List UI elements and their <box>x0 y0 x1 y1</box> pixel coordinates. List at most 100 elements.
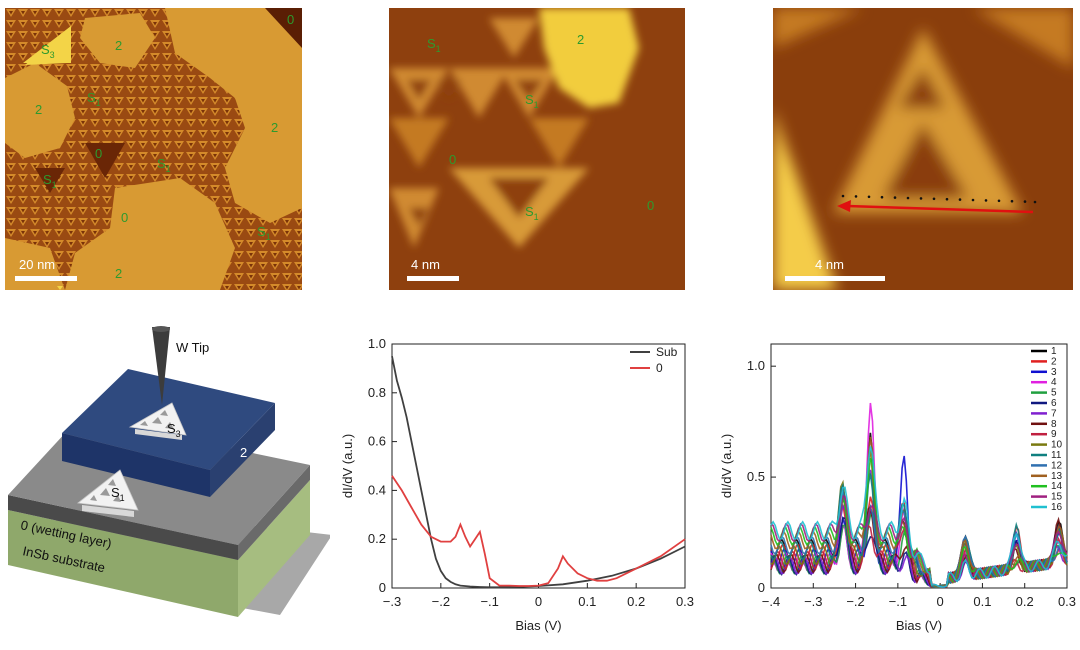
stm1-label-6: 0 <box>95 146 102 161</box>
layer2-side <box>210 403 275 497</box>
stm2-label-2: S1 <box>525 92 539 110</box>
chart2-legend-label: 1 <box>1051 346 1057 357</box>
linecut-dots <box>841 194 1037 204</box>
stm-image-large-area: S3 2 0 2 S1 2 0 S1 S1 0 S1 2 20 nm <box>5 8 302 290</box>
chart2-legend-label: 14 <box>1051 481 1063 492</box>
stm1-label-11: 2 <box>115 266 122 281</box>
chart1-x-tick-label: 0.2 <box>627 594 645 609</box>
arrow-head-icon <box>837 200 851 212</box>
scale-bar <box>785 276 885 281</box>
chart2-x-tick-label: 0 <box>937 594 944 609</box>
wetting-front <box>8 495 238 560</box>
chart2-y-tick-label: 0.5 <box>747 469 765 484</box>
chart-linecut-spectra: −.4 −.3 −.2 −.1 0 0.1 0.2 0.3 0 0.5 1.0 Bias (V) dI/… <box>705 330 1080 645</box>
stm1-label-7: S1 <box>157 156 171 174</box>
w-tip-label: W Tip <box>176 340 209 355</box>
chart1-y-tick-label: 0.2 <box>368 531 386 546</box>
stm2-label-3: 0 <box>449 152 456 167</box>
stm-image-zoom-2: 4 nm <box>773 8 1073 290</box>
chart2-x-tick-label: −.1 <box>889 594 907 609</box>
chart1-plot-frame <box>391 343 686 589</box>
chart1-x-tick-label: 0.3 <box>676 594 694 609</box>
chart1-x-tick-label: 0 <box>535 594 542 609</box>
stm1-label-5: 2 <box>271 120 278 135</box>
stm1-label-9: 0 <box>121 210 128 225</box>
chart2-plot-frame <box>770 343 1068 589</box>
wetting-side <box>238 465 310 560</box>
chart2-legend-label: 13 <box>1051 471 1063 482</box>
layer2-label: 2 <box>240 445 247 460</box>
stm2-label-1: 2 <box>577 32 584 47</box>
chart2-series-13 <box>770 436 1068 588</box>
chart2-legend-label: 3 <box>1051 367 1057 378</box>
chart2-y-tick-label: 1.0 <box>747 358 765 373</box>
chart2-legend-label: 16 <box>1051 502 1063 513</box>
chart2-y-axis-label: dI/dV (a.u.) <box>719 434 734 498</box>
s1-triangle <box>76 469 139 517</box>
scale-bar-label: 20 nm <box>19 257 55 272</box>
chart1-y-tick-label: 0.8 <box>368 385 386 400</box>
chart1-y-tick-label: 0.4 <box>368 482 386 497</box>
chart2-legend-label: 7 <box>1051 408 1057 419</box>
chart1-x-tick-label: −.3 <box>383 594 401 609</box>
chart1-y-tick-label: 1.0 <box>368 336 386 351</box>
chart1-y-axis-label: dI/dV (a.u.) <box>340 434 355 498</box>
w-tip-icon <box>152 326 170 405</box>
substrate-side <box>238 480 310 617</box>
chart1-legend-label: Sub <box>656 345 678 359</box>
chart2-legend-label: 11 <box>1051 450 1062 461</box>
substrate-front <box>8 510 238 617</box>
stm1-label-8: S1 <box>43 172 57 190</box>
chart1-x-tick-label: −.2 <box>432 594 450 609</box>
chart2-x-axis-label: Bias (V) <box>896 618 942 633</box>
chart2-legend-label: 8 <box>1051 419 1057 430</box>
chart1-legend-label: 0 <box>656 361 663 375</box>
stm1-label-10: S1 <box>257 224 271 242</box>
scale-bar <box>407 276 459 281</box>
stm1-label-3: 2 <box>35 102 42 117</box>
chart2-y-tick-label: 0 <box>758 580 765 595</box>
s3-label: S3 <box>167 421 181 439</box>
stm2-label-4: S1 <box>525 204 539 222</box>
stm1-label-0: S3 <box>41 42 55 60</box>
chart2-series-12 <box>770 490 1068 588</box>
chart2-legend-label: 5 <box>1051 388 1057 399</box>
chart2-legend-label: 6 <box>1051 398 1057 409</box>
chart2-series-14 <box>770 457 1068 588</box>
s1-label: S1 <box>111 485 125 503</box>
stm1-label-2: 0 <box>287 12 294 27</box>
chart1-series-Sub <box>391 356 686 589</box>
scale-bar <box>15 276 77 281</box>
stm1-label-1: 2 <box>115 38 122 53</box>
chart2-x-tick-label: 0.3 <box>1058 594 1076 609</box>
scale-bar-label: 4 nm <box>411 257 440 272</box>
chart1-x-tick-label: 0.1 <box>578 594 596 609</box>
chart2-legend-label: 2 <box>1051 356 1057 367</box>
chart2-x-tick-label: 0.1 <box>973 594 991 609</box>
linecut-arrow <box>846 204 1034 214</box>
chart2-series-16 <box>770 446 1068 588</box>
layer2-front <box>62 433 210 497</box>
stm2-label-5: 0 <box>647 198 654 213</box>
stm2-label-0: S1 <box>427 36 441 54</box>
chart-sub-vs-0: −.3 −.2 −.1 0 0.1 0.2 0.3 0 0.2 0.4 0.6 0.8 1.0 Bias … <box>330 330 700 645</box>
chart1-series-0 <box>391 475 686 587</box>
chart1-y-tick-label: 0 <box>379 580 386 595</box>
chart1-y-tick-label: 0.6 <box>368 434 386 449</box>
chart2-legend-label: 10 <box>1051 440 1063 451</box>
chart2-legend-label: 4 <box>1051 377 1057 388</box>
chart2-x-tick-label: 0.2 <box>1016 594 1034 609</box>
chart2-x-tick-label: −.2 <box>846 594 864 609</box>
chart1-x-tick-label: −.1 <box>480 594 498 609</box>
s3-triangle <box>128 402 187 440</box>
schematic-diagram: W Tip S3 S1 2 0 (wetting layer) InSb sub… <box>0 325 332 635</box>
chart2-legend-label: 12 <box>1051 460 1063 471</box>
chart1-x-axis-label: Bias (V) <box>515 618 561 633</box>
chart2-x-tick-label: −.4 <box>762 594 780 609</box>
scale-bar-label: 4 nm <box>815 257 844 272</box>
chart2-legend-label: 15 <box>1051 492 1063 503</box>
stm1-label-4: S1 <box>87 90 101 108</box>
stm-image-zoom-1: S1 2 S1 0 S1 0 4 nm <box>389 8 685 290</box>
chart2-legend-label: 9 <box>1051 429 1057 440</box>
chart2-x-tick-label: −.3 <box>804 594 822 609</box>
